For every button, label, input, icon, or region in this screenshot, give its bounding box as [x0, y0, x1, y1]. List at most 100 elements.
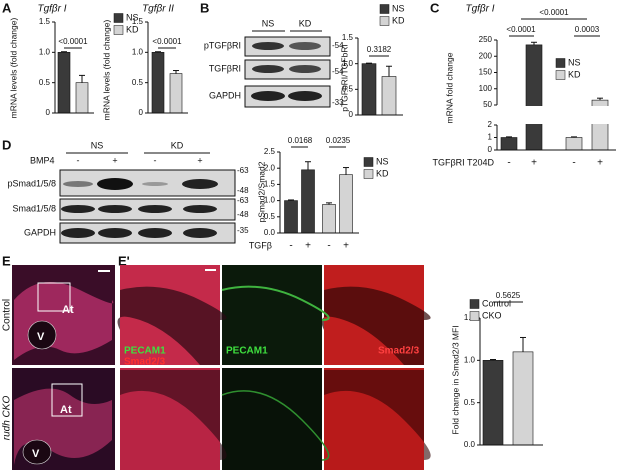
- y-tick-label: 150: [479, 68, 493, 77]
- band: [289, 65, 321, 73]
- mw-marker: -33: [332, 98, 344, 107]
- legend-swatch: [379, 4, 390, 14]
- bar: [284, 200, 298, 234]
- bar: [151, 52, 165, 114]
- band: [182, 179, 218, 189]
- y-tick-label: 1.0: [39, 47, 51, 56]
- panel-letter: A: [2, 0, 12, 15]
- bar: [301, 169, 315, 234]
- legend-swatch: [113, 13, 124, 23]
- band: [63, 181, 93, 187]
- bar: [525, 44, 543, 151]
- p-value: <0.0001: [58, 37, 88, 46]
- panel-letter: D: [2, 137, 11, 152]
- mw-marker: -63: [237, 166, 249, 175]
- band: [61, 205, 95, 213]
- legend-swatch: [555, 70, 566, 80]
- x-tick-label: +: [597, 158, 603, 169]
- legend-swatch: [555, 58, 566, 68]
- y-tick-label: 0.5: [39, 78, 51, 87]
- x-tick-label: +: [343, 241, 349, 252]
- p-value: <0.0001: [506, 25, 536, 34]
- bar: [322, 204, 336, 234]
- legend-swatch: [379, 16, 390, 26]
- mw-marker: -35: [237, 226, 249, 235]
- y-tick-label: 250: [479, 35, 493, 44]
- y-axis-label: pSmad2/Smad2: [256, 161, 266, 222]
- y-tick-label: 1.5: [264, 180, 276, 189]
- p-value: <0.0001: [152, 37, 182, 46]
- lumen: [324, 370, 431, 460]
- y-tick-label: 1.0: [264, 196, 276, 205]
- row-label: rudh CKO: [2, 396, 13, 441]
- y-tick-label: 1.0: [342, 59, 354, 68]
- legend-label: NS: [126, 12, 139, 22]
- lumen: [27, 320, 57, 350]
- y-tick-label: 0.0: [464, 440, 476, 449]
- blot-d: NS KD BMP4 - + - + pSmad1/5/8 Smad1/5/8 …: [7, 140, 249, 244]
- y-tick-label: 2: [488, 120, 493, 129]
- y-tick-label: 0: [349, 110, 354, 119]
- y-tick-label: 0.5: [342, 84, 354, 93]
- bar: [565, 137, 583, 151]
- band: [183, 205, 217, 213]
- y-axis-label: Fold change in Smad2/3 MFI: [450, 325, 460, 434]
- chart-title: Tgfβr I: [37, 4, 66, 15]
- group-label: KD: [171, 140, 184, 150]
- treatment-label: BMP4: [30, 155, 55, 165]
- lumen: [120, 370, 227, 460]
- y-tick-label: 0.5: [132, 78, 144, 87]
- legend-swatch: [113, 25, 124, 35]
- y-tick-label: 1: [488, 133, 493, 142]
- vessel: [221, 390, 330, 461]
- x-tick-label: -: [572, 158, 575, 169]
- band: [183, 228, 217, 238]
- band: [98, 228, 132, 238]
- legend-label: KD: [126, 24, 139, 34]
- region-label: V: [37, 331, 45, 343]
- mw-marker: -54: [332, 67, 344, 76]
- x-axis-label: TGFβ: [249, 240, 272, 250]
- legend-label: CKO: [482, 310, 502, 320]
- y-tick-label: 200: [479, 51, 493, 60]
- group-label: NS: [91, 140, 104, 150]
- legend-swatch: [363, 169, 374, 179]
- y-axis-label: mRNA levels (fold change): [101, 20, 111, 121]
- legend-label: KD: [568, 69, 581, 79]
- y-tick-label: 2.5: [264, 147, 276, 156]
- lane-label: KD: [299, 18, 312, 28]
- y-tick-label: 0.5: [464, 398, 476, 407]
- bar: [361, 63, 377, 116]
- micrographs-e-prime: PECAM1 Smad2/3 PECAM1 Smad2/3: [117, 265, 431, 470]
- y-tick-label: 1.0: [464, 355, 476, 364]
- region-label: At: [62, 304, 74, 316]
- y-tick-label: 0: [488, 145, 493, 154]
- x-tick-label: +: [305, 241, 311, 252]
- y-axis-label: mRNA levels (fold change): [8, 18, 18, 119]
- axis-break: [496, 106, 617, 124]
- bar: [57, 52, 71, 114]
- band: [98, 205, 132, 213]
- legend-swatch: [363, 157, 374, 167]
- row-label: TGFβRI: [209, 63, 241, 73]
- inset-box: [51, 383, 83, 417]
- legend-swatch: [469, 299, 480, 309]
- chart-title: Tgfβr I: [465, 4, 494, 15]
- sign: -: [154, 155, 157, 165]
- bar: [500, 137, 518, 151]
- row-label: pTGFβRI: [204, 40, 241, 50]
- stain-label: Smad2/3: [124, 357, 166, 368]
- x-axis-label: TGFβRI T204D: [432, 157, 494, 167]
- y-tick-label: 1.5: [342, 33, 354, 42]
- bar: [512, 351, 534, 446]
- p-value: 0.3182: [367, 45, 392, 54]
- legend-label: KD: [376, 168, 389, 178]
- sign: +: [112, 155, 117, 165]
- y-tick-label: 50: [483, 100, 492, 109]
- y-tick-label: 100: [479, 84, 493, 93]
- x-tick-label: +: [531, 158, 537, 169]
- p-value: 0.0168: [288, 136, 313, 145]
- panel-letter: B: [200, 0, 209, 15]
- row-label: Control: [2, 299, 13, 331]
- p-value: 0.0235: [326, 136, 351, 145]
